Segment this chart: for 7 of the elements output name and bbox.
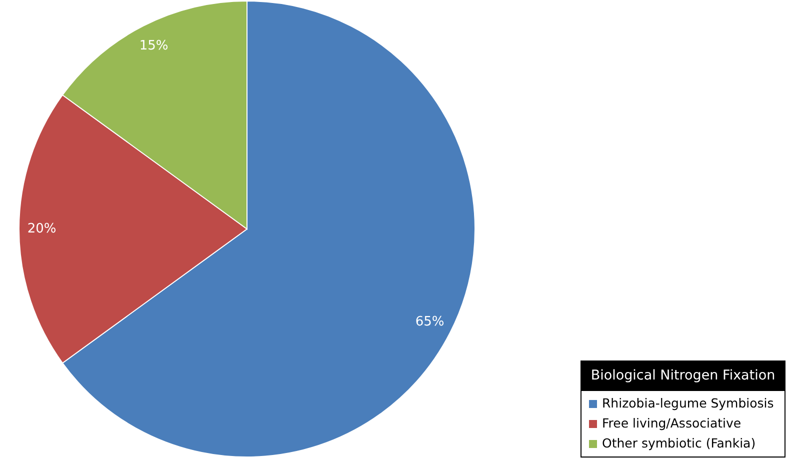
legend-label: Free living/Associative (602, 415, 742, 430)
data-label: 15% (139, 38, 168, 54)
legend-label: Other symbiotic (Fankia) (602, 435, 756, 450)
legend-label: Rhizobia-legume Symbiosis (602, 395, 774, 410)
data-label: 20% (27, 222, 56, 237)
data-label: 65% (415, 314, 444, 330)
legend-title: Biological Nitrogen Fixation (590, 368, 776, 384)
